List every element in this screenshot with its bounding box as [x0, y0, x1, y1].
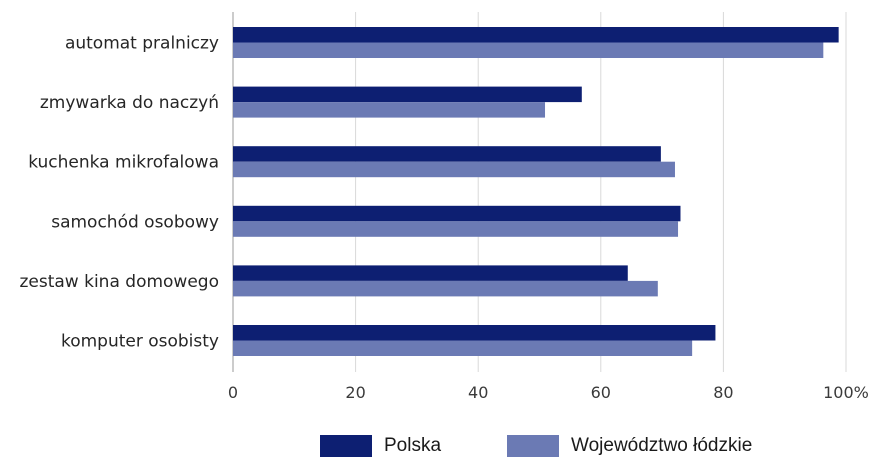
- legend-swatch-lodzkie: [507, 435, 559, 457]
- category-label: zestaw kina domowego: [19, 272, 219, 292]
- bar-lodzkie: [233, 280, 658, 297]
- x-tick-label: 100%: [823, 383, 869, 402]
- x-tick-label: 40: [468, 383, 488, 402]
- bar-polska: [233, 27, 839, 43]
- bars: [233, 27, 839, 356]
- bar-lodzkie: [233, 221, 679, 237]
- category-label: komputer osobisty: [61, 332, 219, 352]
- category-labels: automat pralniczy zmywarka do naczyń kuche…: [19, 34, 219, 352]
- bar-polska: [233, 146, 661, 162]
- x-tick-labels: 0 20 40 60 80 100%: [228, 383, 869, 402]
- legend-swatch-polska: [320, 435, 372, 457]
- bar-lodzkie: [233, 340, 693, 356]
- legend-label-polska: Polska: [384, 435, 442, 456]
- category-label: samochód osobowy: [51, 212, 219, 232]
- bar-polska: [233, 325, 716, 341]
- bar-lodzkie: [233, 102, 546, 118]
- legend: Polska Województwo łódzkie: [0, 433, 878, 459]
- gridlines: [232, 12, 847, 372]
- x-tick-label: 0: [228, 383, 238, 402]
- category-label: kuchenka mikrofalowa: [28, 153, 219, 173]
- bar-lodzkie: [233, 42, 824, 58]
- x-tick-label: 60: [591, 383, 611, 402]
- category-label: zmywarka do naczyń: [40, 93, 219, 113]
- bar-lodzkie: [233, 161, 675, 178]
- x-tick-label: 80: [713, 383, 733, 402]
- legend-label-lodzkie: Województwo łódzkie: [571, 435, 753, 456]
- bar-polska: [233, 86, 582, 103]
- bar-polska: [233, 265, 628, 281]
- bar-polska: [233, 205, 681, 222]
- category-label: automat pralniczy: [65, 34, 219, 54]
- legend-item-lodzkie: Województwo łódzkie: [507, 433, 752, 459]
- x-tick-label: 20: [345, 383, 365, 402]
- legend-item-polska: Polska: [320, 433, 441, 459]
